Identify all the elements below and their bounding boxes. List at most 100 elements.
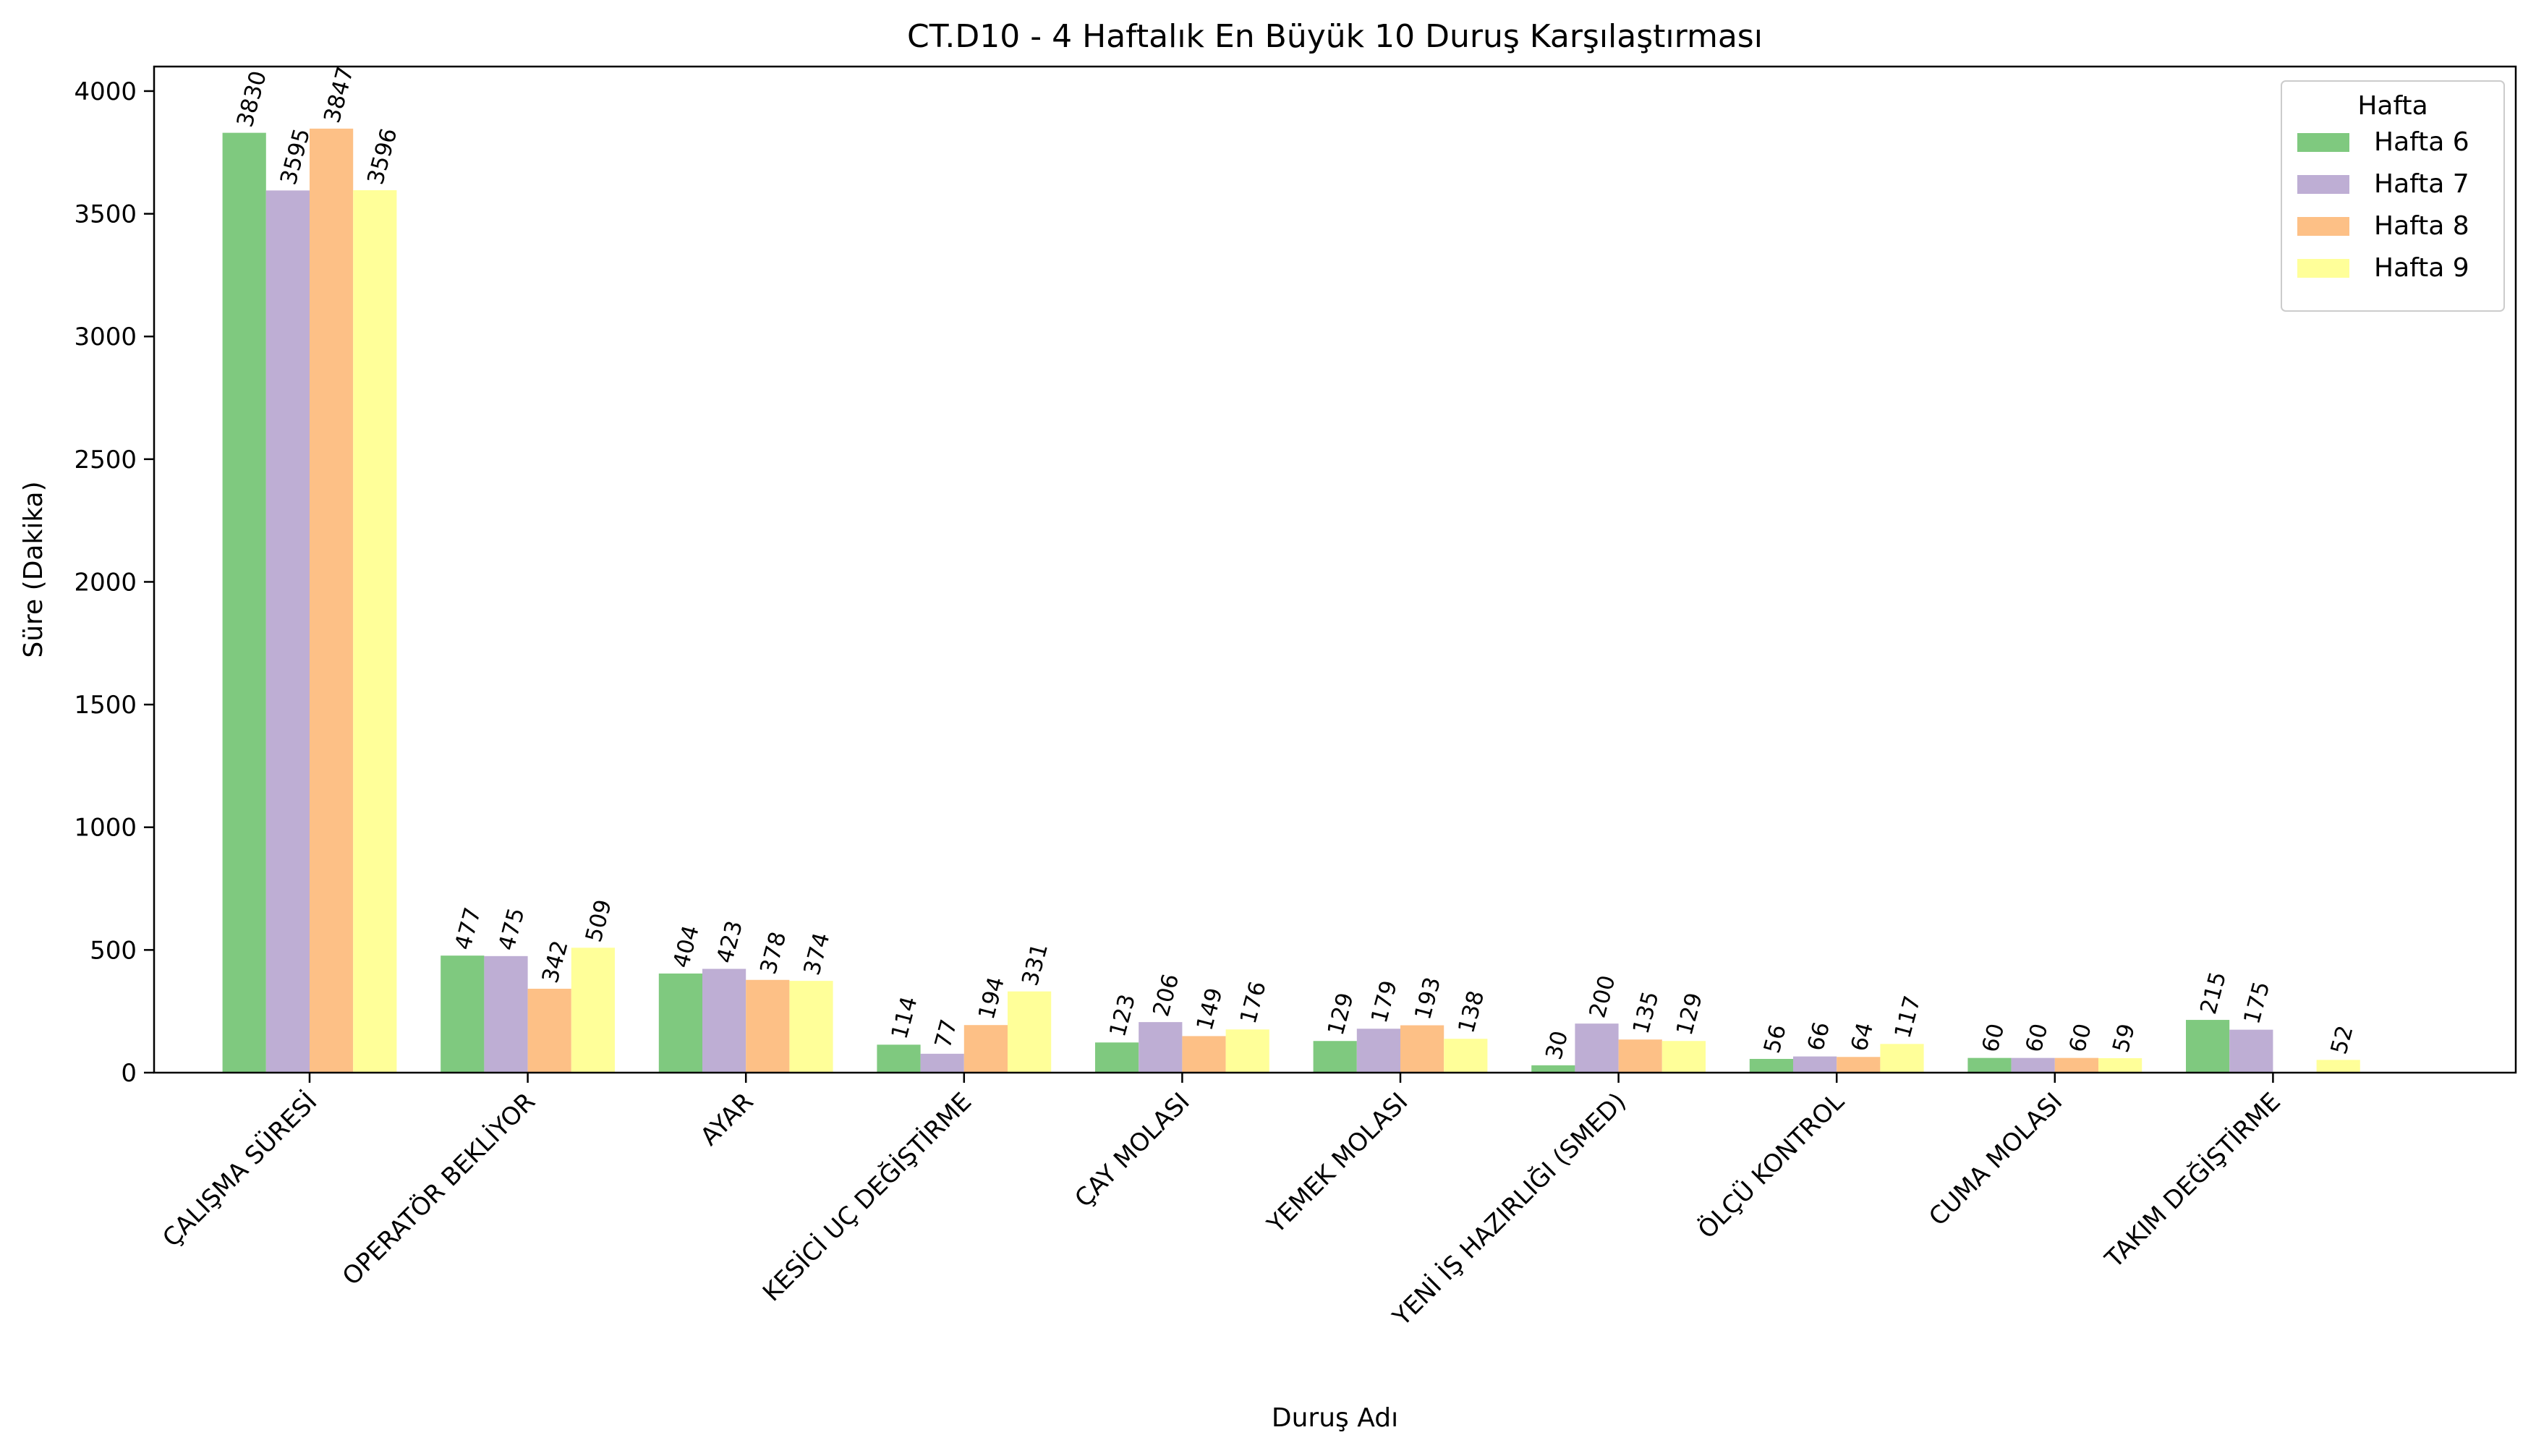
bars-layer xyxy=(222,128,2360,1073)
y-tick-label: 3000 xyxy=(74,323,137,352)
plot-frame xyxy=(153,65,2517,1074)
data-label-3-5: 149 xyxy=(1191,985,1227,1033)
data-label-1-2: 477 xyxy=(450,905,486,953)
y-axis-label: Süre (Dakika) xyxy=(19,481,48,657)
y-tick-label: 4000 xyxy=(74,77,137,106)
data-label-4-2: 509 xyxy=(581,897,617,945)
y-tick-label: 0 xyxy=(121,1059,137,1088)
bar-2-5 xyxy=(1139,1022,1183,1073)
data-label-2-9: 60 xyxy=(2021,1021,2054,1055)
x-tick-label: ÖLÇÜ KONTROL xyxy=(1692,1086,1850,1244)
bar-4-7 xyxy=(1661,1041,1706,1073)
legend: Hafta Hafta 6 Hafta 7 Hafta 8 Hafta 9 xyxy=(2281,80,2505,312)
bar-2-4 xyxy=(920,1053,964,1073)
x-tick-label: ÇALIŞMA SÜRESİ xyxy=(156,1086,323,1253)
data-label-4-8: 117 xyxy=(1889,993,1926,1041)
bar-3-2 xyxy=(527,988,571,1073)
bar-2-8 xyxy=(1793,1056,1837,1073)
bar-4-5 xyxy=(1225,1029,1269,1073)
bar-1-6 xyxy=(1313,1041,1357,1073)
data-label-4-3: 374 xyxy=(799,930,835,978)
y-tick-label: 3500 xyxy=(74,200,137,229)
legend-items: Hafta 6 Hafta 7 Hafta 8 Hafta 9 xyxy=(2297,127,2469,283)
data-label-2-3: 423 xyxy=(712,918,748,966)
data-label-4-9: 59 xyxy=(2108,1021,2140,1055)
bar-1-8 xyxy=(1749,1059,1793,1073)
legend-label-2: Hafta 7 xyxy=(2374,169,2469,199)
x-tick-label: YEMEK MOLASI xyxy=(1261,1087,1414,1240)
data-label-4-6: 138 xyxy=(1453,988,1489,1036)
bar-2-10 xyxy=(2229,1029,2273,1073)
data-label-1-9: 60 xyxy=(1977,1021,2009,1055)
data-label-3-7: 135 xyxy=(1628,989,1664,1036)
chart-title: CT.D10 - 4 Haftalık En Büyük 10 Duruş Ka… xyxy=(907,18,1763,55)
data-label-3-1: 3847 xyxy=(319,64,359,126)
data-label-4-4: 331 xyxy=(1017,940,1053,988)
bar-4-10 xyxy=(2316,1060,2360,1073)
data-label-1-5: 123 xyxy=(1105,992,1141,1039)
data-label-1-4: 114 xyxy=(886,994,922,1042)
bar-4-6 xyxy=(1444,1039,1488,1073)
legend-label-1: Hafta 6 xyxy=(2374,127,2469,157)
bar-4-9 xyxy=(2098,1057,2143,1073)
data-label-4-10: 52 xyxy=(2326,1023,2359,1057)
bar-4-3 xyxy=(789,981,833,1073)
bar-4-2 xyxy=(571,948,615,1073)
bar-1-5 xyxy=(1095,1042,1139,1073)
legend-label-4: Hafta 9 xyxy=(2374,253,2469,283)
y-tick-label: 500 xyxy=(90,936,137,965)
bar-1-2 xyxy=(441,955,485,1073)
bar-2-1 xyxy=(265,190,310,1073)
bar-1-9 xyxy=(1967,1057,2012,1073)
bar-3-4 xyxy=(963,1025,1008,1073)
bar-3-1 xyxy=(310,128,354,1073)
bar-4-1 xyxy=(353,190,397,1073)
bar-2-3 xyxy=(702,968,746,1073)
x-tick-label: KESİCİ UÇ DEĞİŞTİRME xyxy=(757,1086,977,1307)
bar-3-8 xyxy=(1837,1057,1881,1073)
bar-4-4 xyxy=(1008,991,1052,1073)
data-label-4-5: 176 xyxy=(1235,979,1272,1026)
x-axis-label: Duruş Adı xyxy=(1272,1403,1398,1433)
data-label-1-1: 3830 xyxy=(232,68,272,130)
data-label-2-10: 175 xyxy=(2239,979,2275,1026)
data-label-1-3: 404 xyxy=(668,923,705,971)
legend-swatch-2 xyxy=(2297,175,2349,194)
legend-swatch-4 xyxy=(2297,259,2349,278)
x-tick-label: ÇAY MOLASI xyxy=(1069,1087,1195,1213)
bar-3-5 xyxy=(1182,1036,1226,1073)
x-tick-label: YENİ İŞ HAZIRLIĞI (SMED) xyxy=(1387,1086,1632,1332)
y-tick-label: 1500 xyxy=(74,691,137,720)
y-axis: 0 500 1000 1500 2000 2500 3000 3500 4000 xyxy=(74,77,154,1088)
data-label-3-9: 60 xyxy=(2064,1021,2097,1055)
bar-1-1 xyxy=(222,132,266,1073)
bar-1-4 xyxy=(877,1044,921,1073)
legend-title: Hafta xyxy=(2357,91,2428,121)
bar-1-7 xyxy=(1531,1065,1575,1073)
bar-3-7 xyxy=(1618,1039,1662,1073)
data-label-2-7: 200 xyxy=(1584,973,1620,1021)
data-label-1-7: 30 xyxy=(1541,1028,1573,1062)
data-label-1-10: 215 xyxy=(2195,969,2231,1017)
y-tick-label: 1000 xyxy=(74,814,137,843)
data-label-3-2: 342 xyxy=(537,938,574,986)
bar-3-6 xyxy=(1400,1025,1444,1073)
bar-1-10 xyxy=(2186,1020,2230,1073)
x-tick-label: TAKIM DEĞİŞTİRME xyxy=(2098,1086,2286,1274)
data-label-2-2: 475 xyxy=(493,905,529,953)
data-label-2-4: 77 xyxy=(930,1017,963,1051)
legend-swatch-3 xyxy=(2297,217,2349,236)
bar-3-3 xyxy=(746,979,790,1073)
bar-2-9 xyxy=(2011,1057,2055,1073)
bar-2-7 xyxy=(1575,1023,1619,1073)
data-label-1-8: 56 xyxy=(1759,1022,1792,1056)
data-label-3-3: 378 xyxy=(755,929,791,976)
bar-4-8 xyxy=(1880,1044,1924,1073)
data-label-1-6: 129 xyxy=(1323,990,1359,1038)
data-label-2-5: 206 xyxy=(1148,971,1184,1019)
y-tick-label: 2500 xyxy=(74,446,137,474)
x-tick-label: CUMA MOLASI xyxy=(1923,1087,2068,1232)
